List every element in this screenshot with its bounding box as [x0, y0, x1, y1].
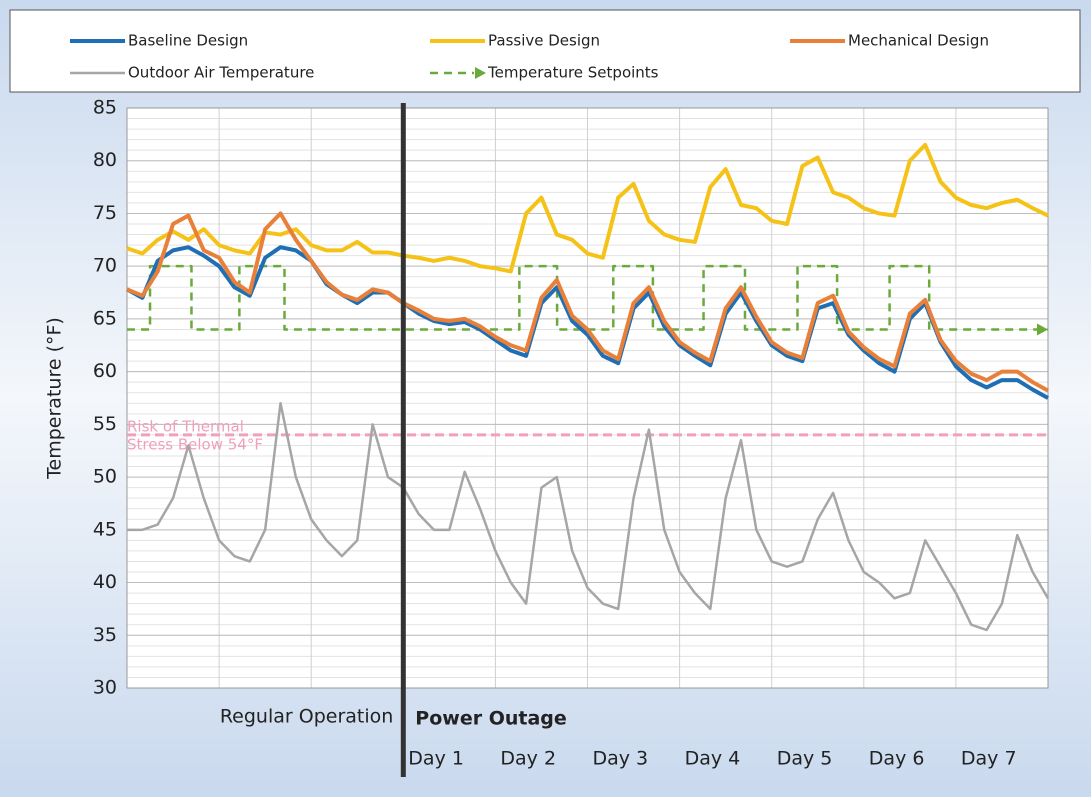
- y-tick-label: 60: [93, 360, 117, 382]
- y-tick-label: 40: [93, 571, 117, 593]
- y-tick-label: 55: [93, 413, 117, 435]
- y-tick-label: 85: [93, 97, 117, 119]
- series-line: [126, 245, 1049, 400]
- day-label: Day 2: [500, 748, 556, 770]
- day-label: Day 1: [408, 748, 464, 770]
- legend-label: Mechanical Design: [848, 32, 989, 50]
- day-label: Day 4: [685, 748, 741, 770]
- day-label: Day 7: [961, 748, 1017, 770]
- region-label: Regular Operation: [220, 706, 393, 728]
- legend-label: Passive Design: [488, 32, 600, 50]
- y-tick-label: 65: [93, 307, 117, 329]
- y-axis-label: Temperature (°F): [44, 317, 66, 480]
- series-line: [126, 142, 1049, 274]
- series-line: [127, 402, 1050, 632]
- legend-box: [9, 9, 1081, 93]
- threshold-label: Risk of Thermal: [127, 417, 244, 435]
- series-arrow: [1037, 323, 1048, 336]
- y-tick-label: 75: [93, 202, 117, 224]
- y-tick-label: 50: [93, 466, 117, 488]
- series-line: [127, 264, 1048, 331]
- y-tick-label: 70: [93, 255, 117, 277]
- threshold-label: Stress Below 54°F: [127, 435, 263, 453]
- legend-label: Baseline Design: [128, 32, 248, 50]
- legend-label: Outdoor Air Temperature: [128, 64, 314, 82]
- legend-arrow: [475, 67, 486, 79]
- day-label: Day 6: [869, 748, 925, 770]
- legend-label: Temperature Setpoints: [487, 64, 659, 82]
- y-tick-label: 45: [93, 518, 117, 540]
- day-label: Day 3: [593, 748, 649, 770]
- y-tick-label: 35: [93, 624, 117, 646]
- y-tick-label: 30: [93, 677, 117, 699]
- region-label: Power Outage: [415, 708, 566, 730]
- series-line: [126, 211, 1049, 393]
- day-label: Day 5: [777, 748, 833, 770]
- y-tick-label: 80: [93, 149, 117, 171]
